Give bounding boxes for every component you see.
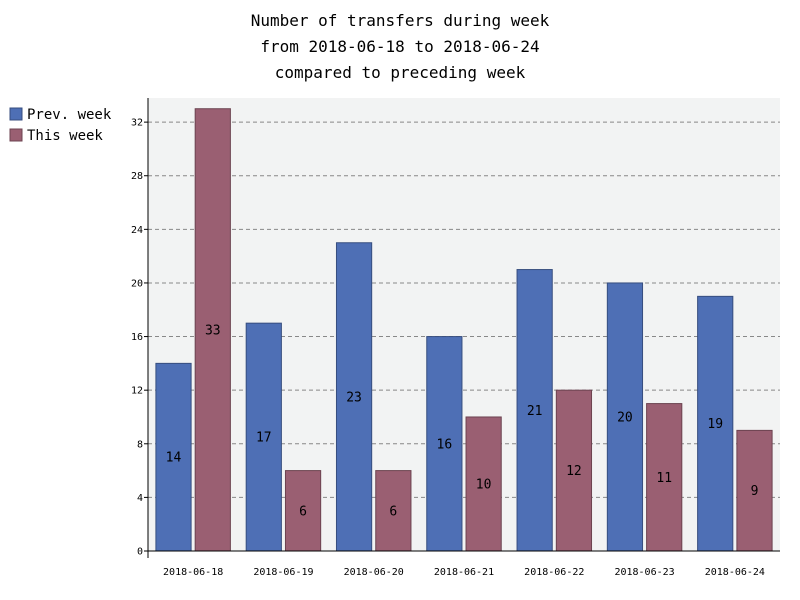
- bar-this-week-2018-06-23: [646, 403, 683, 552]
- plot-area: [148, 98, 780, 551]
- data-label: 14: [166, 451, 182, 466]
- data-label: 12: [566, 464, 582, 479]
- y-tick-label: 32: [131, 118, 143, 129]
- bar-this-week-2018-06-19: [284, 470, 322, 552]
- bar-prev-week-2018-06-20: [335, 242, 373, 552]
- y-axis-ticks: 0 4 8 12 16 20 24 28 32: [131, 118, 148, 558]
- bar-this-week-2018-06-20: [375, 470, 412, 552]
- chart-title: Number of transfers during week from 201…: [251, 11, 550, 82]
- x-tick-label: 2018-06-23: [614, 567, 674, 578]
- data-label: 19: [707, 417, 723, 432]
- x-tick-label: 2018-06-24: [705, 567, 765, 578]
- data-label: 16: [437, 437, 453, 452]
- x-tick-label: 2018-06-20: [344, 567, 404, 578]
- y-tick-label: 4: [137, 493, 143, 504]
- bar-prev-week-2018-06-21: [426, 336, 463, 552]
- x-tick-label: 2018-06-19: [253, 567, 313, 578]
- bar-this-week-2018-06-18: [194, 108, 231, 552]
- x-tick-label: 2018-06-21: [434, 567, 494, 578]
- chart-title-line-1: Number of transfers during week: [251, 11, 550, 30]
- data-label: 21: [527, 404, 543, 419]
- data-label: 23: [346, 390, 362, 405]
- legend-label-prev-week: Prev. week: [27, 107, 112, 123]
- legend: Prev. week This week: [9, 107, 112, 144]
- chart-title-line-2: from 2018-06-18 to 2018-06-24: [260, 37, 539, 56]
- y-tick-label: 28: [131, 171, 143, 182]
- data-label: 33: [205, 323, 221, 338]
- bars: [155, 108, 773, 552]
- bar-prev-week-2018-06-22: [516, 269, 553, 552]
- x-axis-ticks: 2018-06-18 2018-06-19 2018-06-20 2018-06-21…: [163, 567, 765, 578]
- y-tick-label: 12: [131, 386, 143, 397]
- y-tick-label: 8: [137, 439, 143, 450]
- bar-this-week-2018-06-21: [465, 416, 502, 552]
- x-tick-label: 2018-06-18: [163, 567, 223, 578]
- bar-prev-week-2018-06-19: [245, 322, 282, 552]
- data-label: 20: [617, 410, 633, 425]
- legend-swatch-this-week: [9, 128, 23, 142]
- data-label: 11: [656, 471, 672, 486]
- data-label: 9: [751, 484, 759, 499]
- bar-prev-week-2018-06-23: [606, 282, 644, 552]
- x-tick-label: 2018-06-22: [524, 567, 584, 578]
- value-labels: 14 33 17 6 23 6 16 10 21 12 20 11 19 9: [166, 323, 759, 519]
- bar-this-week-2018-06-24: [736, 429, 773, 552]
- y-tick-label: 16: [131, 332, 143, 343]
- bar-prev-week-2018-06-24: [697, 295, 734, 552]
- y-tick-label: 20: [131, 278, 143, 289]
- bar-prev-week-2018-06-18: [155, 362, 192, 552]
- data-label: 6: [389, 504, 397, 519]
- axes: [147, 98, 780, 558]
- y-tick-label: 0: [137, 547, 143, 558]
- legend-label-this-week: This week: [27, 128, 103, 144]
- data-label: 6: [299, 504, 307, 519]
- data-label: 17: [256, 431, 272, 446]
- data-label: 10: [476, 477, 492, 492]
- legend-swatch-prev-week: [9, 107, 23, 121]
- chart-title-line-3: compared to preceding week: [275, 63, 526, 82]
- y-tick-label: 24: [131, 225, 143, 236]
